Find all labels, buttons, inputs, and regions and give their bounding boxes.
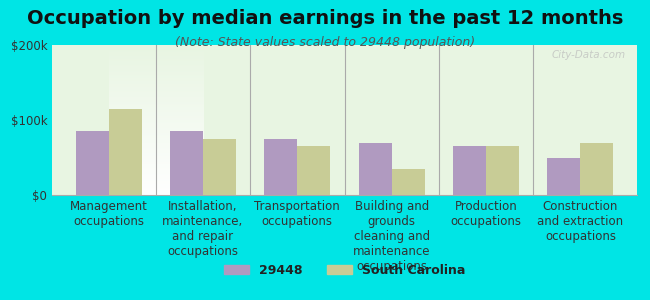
Text: (Note: State values scaled to 29448 population): (Note: State values scaled to 29448 popu… <box>175 36 475 49</box>
Bar <box>359 142 392 195</box>
Bar <box>109 109 142 195</box>
Bar <box>297 146 330 195</box>
Bar <box>203 139 236 195</box>
Bar <box>547 158 580 195</box>
Bar <box>265 139 297 195</box>
Bar <box>170 131 203 195</box>
Bar <box>486 146 519 195</box>
Bar <box>580 142 614 195</box>
Bar <box>75 131 109 195</box>
Bar <box>453 146 486 195</box>
Text: Occupation by median earnings in the past 12 months: Occupation by median earnings in the pas… <box>27 9 623 28</box>
Legend: 29448, South Carolina: 29448, South Carolina <box>218 259 471 282</box>
Bar <box>392 169 424 195</box>
Text: City-Data.com: City-Data.com <box>551 50 625 59</box>
